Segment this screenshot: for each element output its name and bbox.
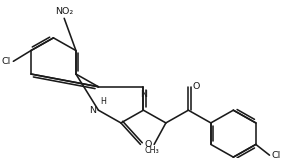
Text: Cl: Cl [271,151,281,160]
Text: N: N [140,90,147,99]
Text: O: O [144,140,152,149]
Text: CH₃: CH₃ [145,146,160,155]
Text: N: N [90,106,96,115]
Text: Cl: Cl [1,57,10,66]
Text: NO₂: NO₂ [55,7,73,16]
Text: O: O [192,82,200,91]
Text: H: H [100,97,106,106]
